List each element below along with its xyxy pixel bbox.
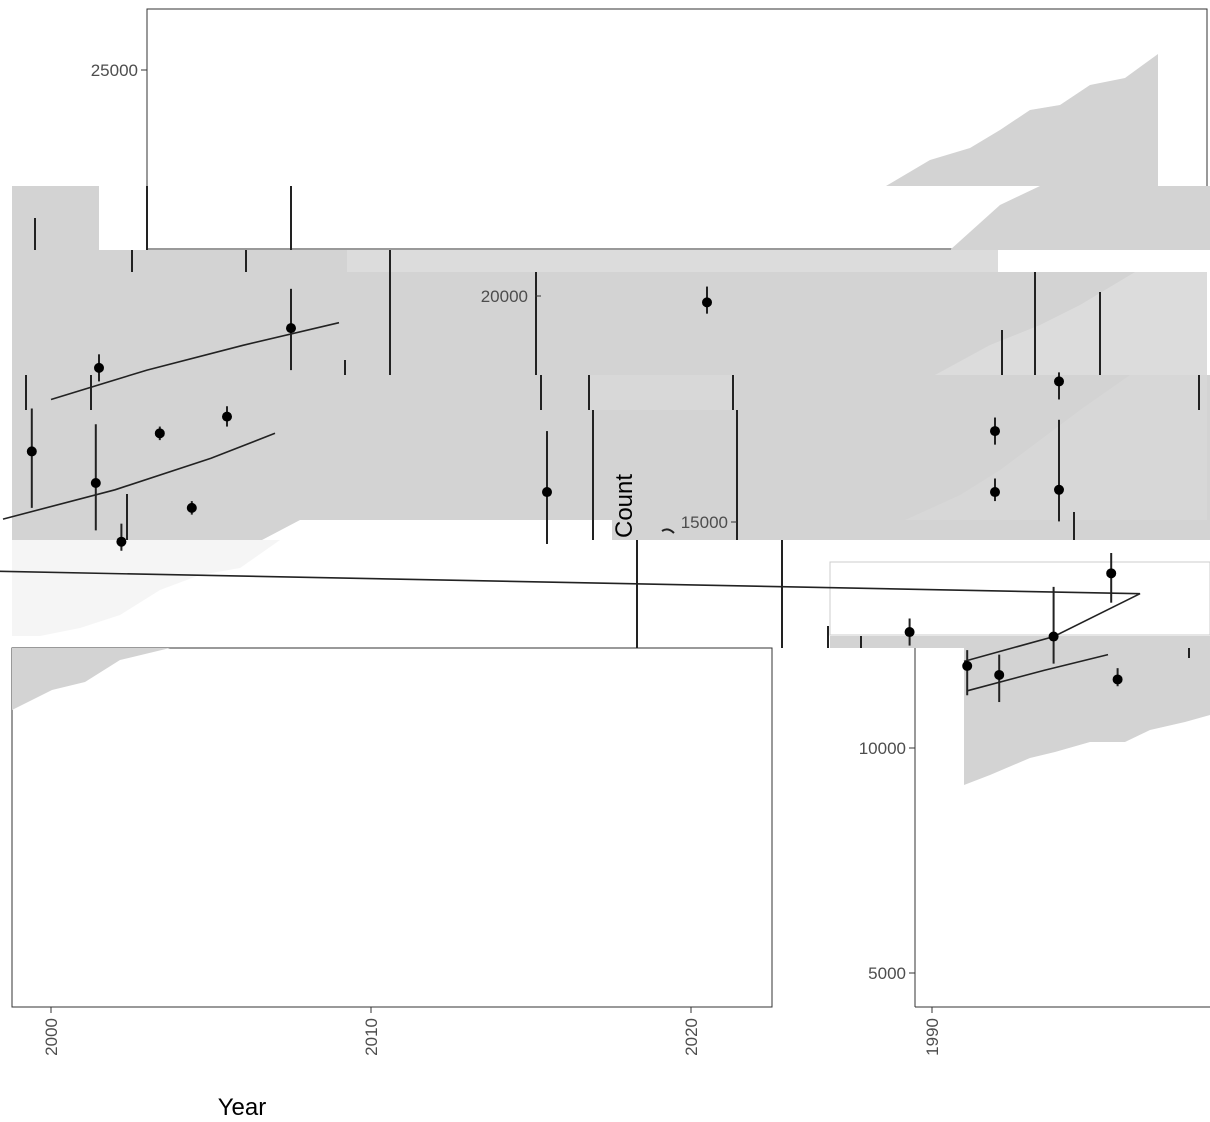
data-point-lower-band-0 [116, 536, 127, 547]
x-tick-label-1990: 1990 [923, 1018, 942, 1056]
y-tick-label-15000: 15000 [681, 513, 728, 532]
data-point-middle-panel-4 [542, 487, 552, 498]
ribbon-bottom-left [12, 648, 170, 710]
y-tick-label-25000: 25000 [91, 61, 138, 80]
data-point-bottom-right-panel-2 [1112, 674, 1123, 685]
data-point-bottom-right-panel-1 [994, 669, 1005, 680]
data-point-middle-panel-2 [154, 428, 165, 439]
data-point-lower-band-3 [1106, 568, 1117, 579]
data-point-top-panel-4 [702, 297, 712, 308]
data-point-top-panel-5 [990, 426, 1000, 437]
x-tick-label-2010: 2010 [362, 1018, 381, 1056]
y-axis-title: Count [611, 474, 638, 538]
ribbon-band-light [198, 250, 998, 272]
data-points [26, 297, 1123, 685]
ribbon-top-right-wedge [950, 186, 1040, 250]
x-tick-label-2020: 2020 [682, 1018, 701, 1056]
x-tick-label-2000: 2000 [42, 1018, 61, 1056]
ribbon-top-right [886, 54, 1158, 186]
data-point-top-panel-2 [222, 411, 232, 422]
data-point-lower-band-1 [904, 627, 915, 638]
data-point-middle-panel-6 [1054, 484, 1064, 495]
data-point-top-panel-3 [286, 323, 296, 334]
bottom-left-panel-border [11, 647, 773, 1008]
data-point-bottom-right-panel-0 [962, 660, 973, 671]
ribbon-lower-strip [12, 540, 280, 636]
data-point-middle-panel-1 [90, 478, 101, 489]
ribbon-band-3-lower-edge [262, 520, 612, 540]
fit-line-middle-panel [2, 432, 276, 520]
y-axis: 25000 20000 15000 10000 5000 [91, 9, 916, 1007]
ribbon-top-right-block [1040, 186, 1210, 250]
glitch-segments [25, 186, 1200, 658]
x-axis: 2000 2010 2020 1990 [42, 1007, 942, 1056]
ribbon-band-3-right-edge [905, 375, 1207, 520]
data-point-top-panel-6 [1054, 376, 1064, 387]
data-point-top-panel-1 [94, 362, 104, 373]
data-point-middle-panel-0 [26, 446, 37, 457]
y-tick-label-20000: 20000 [481, 287, 528, 306]
y-tick-label-5000: 5000 [868, 964, 906, 983]
data-point-lower-band-2 [1048, 631, 1059, 642]
confidence-ribbons [12, 54, 1210, 785]
fit-line-bottom-right-panel [966, 653, 1109, 692]
data-point-middle-panel-5 [990, 487, 1000, 498]
data-point-middle-panel-3 [186, 502, 197, 513]
y-axis-title-glitch [661, 528, 675, 534]
ribbon-lower-bar [830, 636, 1210, 648]
y-tick-label-10000: 10000 [859, 739, 906, 758]
ribbon-band-3-window [590, 375, 735, 410]
fit-line-lower-band [0, 570, 1141, 663]
ribbon-band-1 [12, 250, 347, 375]
ribbon-bottom-right [964, 648, 1210, 785]
x-axis-title: Year [218, 1094, 267, 1121]
ribbon-lower-box [829, 561, 1210, 636]
ribbon-top-left-block [12, 186, 99, 250]
